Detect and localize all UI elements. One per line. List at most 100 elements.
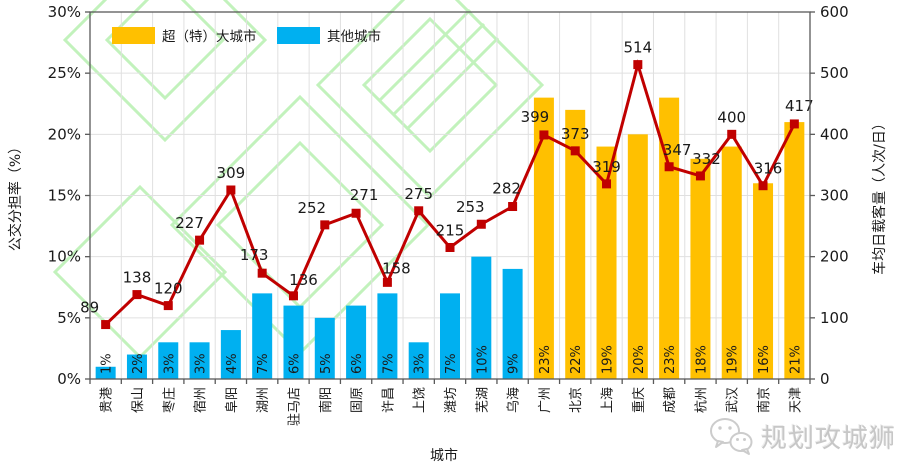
axis-ticks: [85, 11, 815, 384]
marker-宿州: [195, 235, 205, 245]
marker-贵港: [101, 320, 111, 330]
line-label: 158: [382, 259, 411, 277]
category-label-阜阳: 阜阳: [224, 387, 240, 413]
bar-重庆: [627, 134, 648, 379]
bar-上海: [596, 146, 617, 379]
category-label-乌海: 乌海: [506, 387, 522, 413]
left-tick-label: 30%: [48, 3, 81, 21]
line-label: 316: [754, 160, 783, 178]
bar-label: 22%: [569, 345, 584, 374]
category-label-芜湖: 芜湖: [475, 387, 490, 413]
legend-swatch-bar-other: [277, 27, 320, 44]
bar-series: [95, 97, 805, 379]
marker-潍坊: [445, 242, 455, 252]
left-tick-label: 15%: [48, 187, 81, 205]
line-label: 332: [692, 150, 721, 168]
category-label-成都: 成都: [663, 387, 678, 413]
right-tick-label: 600: [820, 3, 849, 21]
category-label-广州: 广州: [538, 387, 553, 413]
category-labels: 贵港 保山 枣庄 宿州 阜阳 湖州 驻马店 南阳 固原 许昌 上饶 潍坊 芜湖 乌海 广州 北京 上海 重庆 成都杭…: [100, 387, 804, 426]
bar-label: 3%: [194, 353, 209, 374]
bar-天津: [784, 122, 805, 379]
line-label: 173: [240, 246, 269, 264]
bar-label: 19%: [726, 345, 741, 374]
line-label: 120: [154, 280, 183, 298]
bar-保山: [126, 354, 147, 379]
watermark-diamond: [315, 0, 545, 200]
bar-潍坊: [440, 293, 460, 379]
category-label-上饶: 上饶: [413, 387, 428, 413]
marker-天津: [789, 119, 799, 129]
bar-北京: [565, 109, 586, 379]
right-tick-label: 500: [820, 64, 849, 82]
bar-label: 9%: [507, 353, 522, 374]
x-axis-title: 城市: [430, 447, 458, 464]
bar-label: 3%: [413, 353, 428, 374]
category-label-贵港: 贵港: [100, 387, 115, 413]
bar-label: 6%: [287, 353, 302, 374]
category-label-固原: 固原: [350, 387, 365, 413]
watermark-line: [406, 36, 500, 130]
bar-许昌: [377, 293, 398, 379]
bar-芜湖: [471, 256, 492, 379]
category-label-潍坊: 潍坊: [444, 387, 459, 413]
bar-广州: [533, 97, 554, 379]
legend-swatch-bar-mega: [112, 27, 155, 44]
line-value-labels: 8913812022730917313625227115827521525328…: [80, 39, 814, 317]
marker-阜阳: [226, 185, 236, 195]
left-tick-labels: 0% 5% 10% 15% 20% 25% 30%: [48, 3, 81, 388]
category-label-天津: 天津: [788, 387, 803, 413]
marker-芜湖: [476, 219, 486, 229]
bar-贵港: [95, 366, 116, 379]
line-label: 514: [624, 39, 653, 57]
line-label: 399: [521, 108, 550, 126]
marker-许昌: [382, 277, 392, 287]
right-tick-labels: 0 100 200 300 400 500 600: [820, 3, 849, 388]
line-label: 309: [217, 164, 246, 182]
line-label: 373: [561, 125, 590, 143]
marker-杭州: [695, 171, 705, 181]
bar-上饶: [408, 342, 429, 379]
line-label: 417: [785, 97, 814, 115]
left-tick-label: 10%: [48, 248, 81, 266]
category-label-保山: 保山: [131, 387, 146, 413]
marker-固原: [351, 208, 361, 218]
left-tick-label: 0%: [57, 370, 81, 388]
legend-label-bar-mega: 超（特）大城市: [162, 28, 257, 45]
category-label-重庆: 重庆: [631, 387, 647, 413]
line-label: 282: [492, 180, 521, 198]
bar-label: 19%: [601, 345, 616, 374]
category-label-宿州: 宿州: [193, 387, 209, 413]
watermark-diamond: [361, 16, 499, 154]
bar-杭州: [690, 158, 711, 379]
category-label-湖州: 湖州: [256, 387, 271, 413]
marker-乌海: [508, 202, 518, 212]
bar-枣庄: [158, 342, 179, 379]
bar-value-labels: 1% 2% 3% 3% 4% 7% 6% 5% 6% 7% 3% 7% 10% 9% 23% 22% 19% 20…: [100, 345, 804, 374]
bar-label: 7%: [381, 353, 396, 374]
right-axis-title: 车均日载客量（人次/日）: [871, 116, 888, 275]
left-axis-title: 公交分担率（%）: [7, 140, 24, 251]
bar-label: 1%: [100, 353, 115, 374]
bar-固原: [346, 305, 367, 379]
category-label-北京: 北京: [569, 387, 584, 413]
bar-阜阳: [220, 330, 241, 379]
marker-枣庄: [163, 301, 173, 311]
marker-湖州: [257, 268, 267, 278]
marker-上饶: [414, 206, 424, 216]
line-label: 347: [663, 141, 692, 159]
watermark-diamond: [104, 0, 226, 101]
line-label: 138: [123, 269, 152, 287]
marker-南京: [758, 181, 768, 191]
gridlines: [90, 12, 810, 379]
bar-label: 6%: [350, 353, 365, 374]
category-label-南阳: 南阳: [318, 387, 334, 413]
line-label: 275: [404, 185, 433, 203]
marker-保山: [132, 290, 142, 300]
bar-label: 7%: [444, 353, 459, 374]
marker-南阳: [320, 220, 330, 230]
bar-湖州: [252, 293, 273, 379]
category-label-南京: 南京: [756, 387, 772, 413]
line-label: 227: [175, 214, 204, 232]
